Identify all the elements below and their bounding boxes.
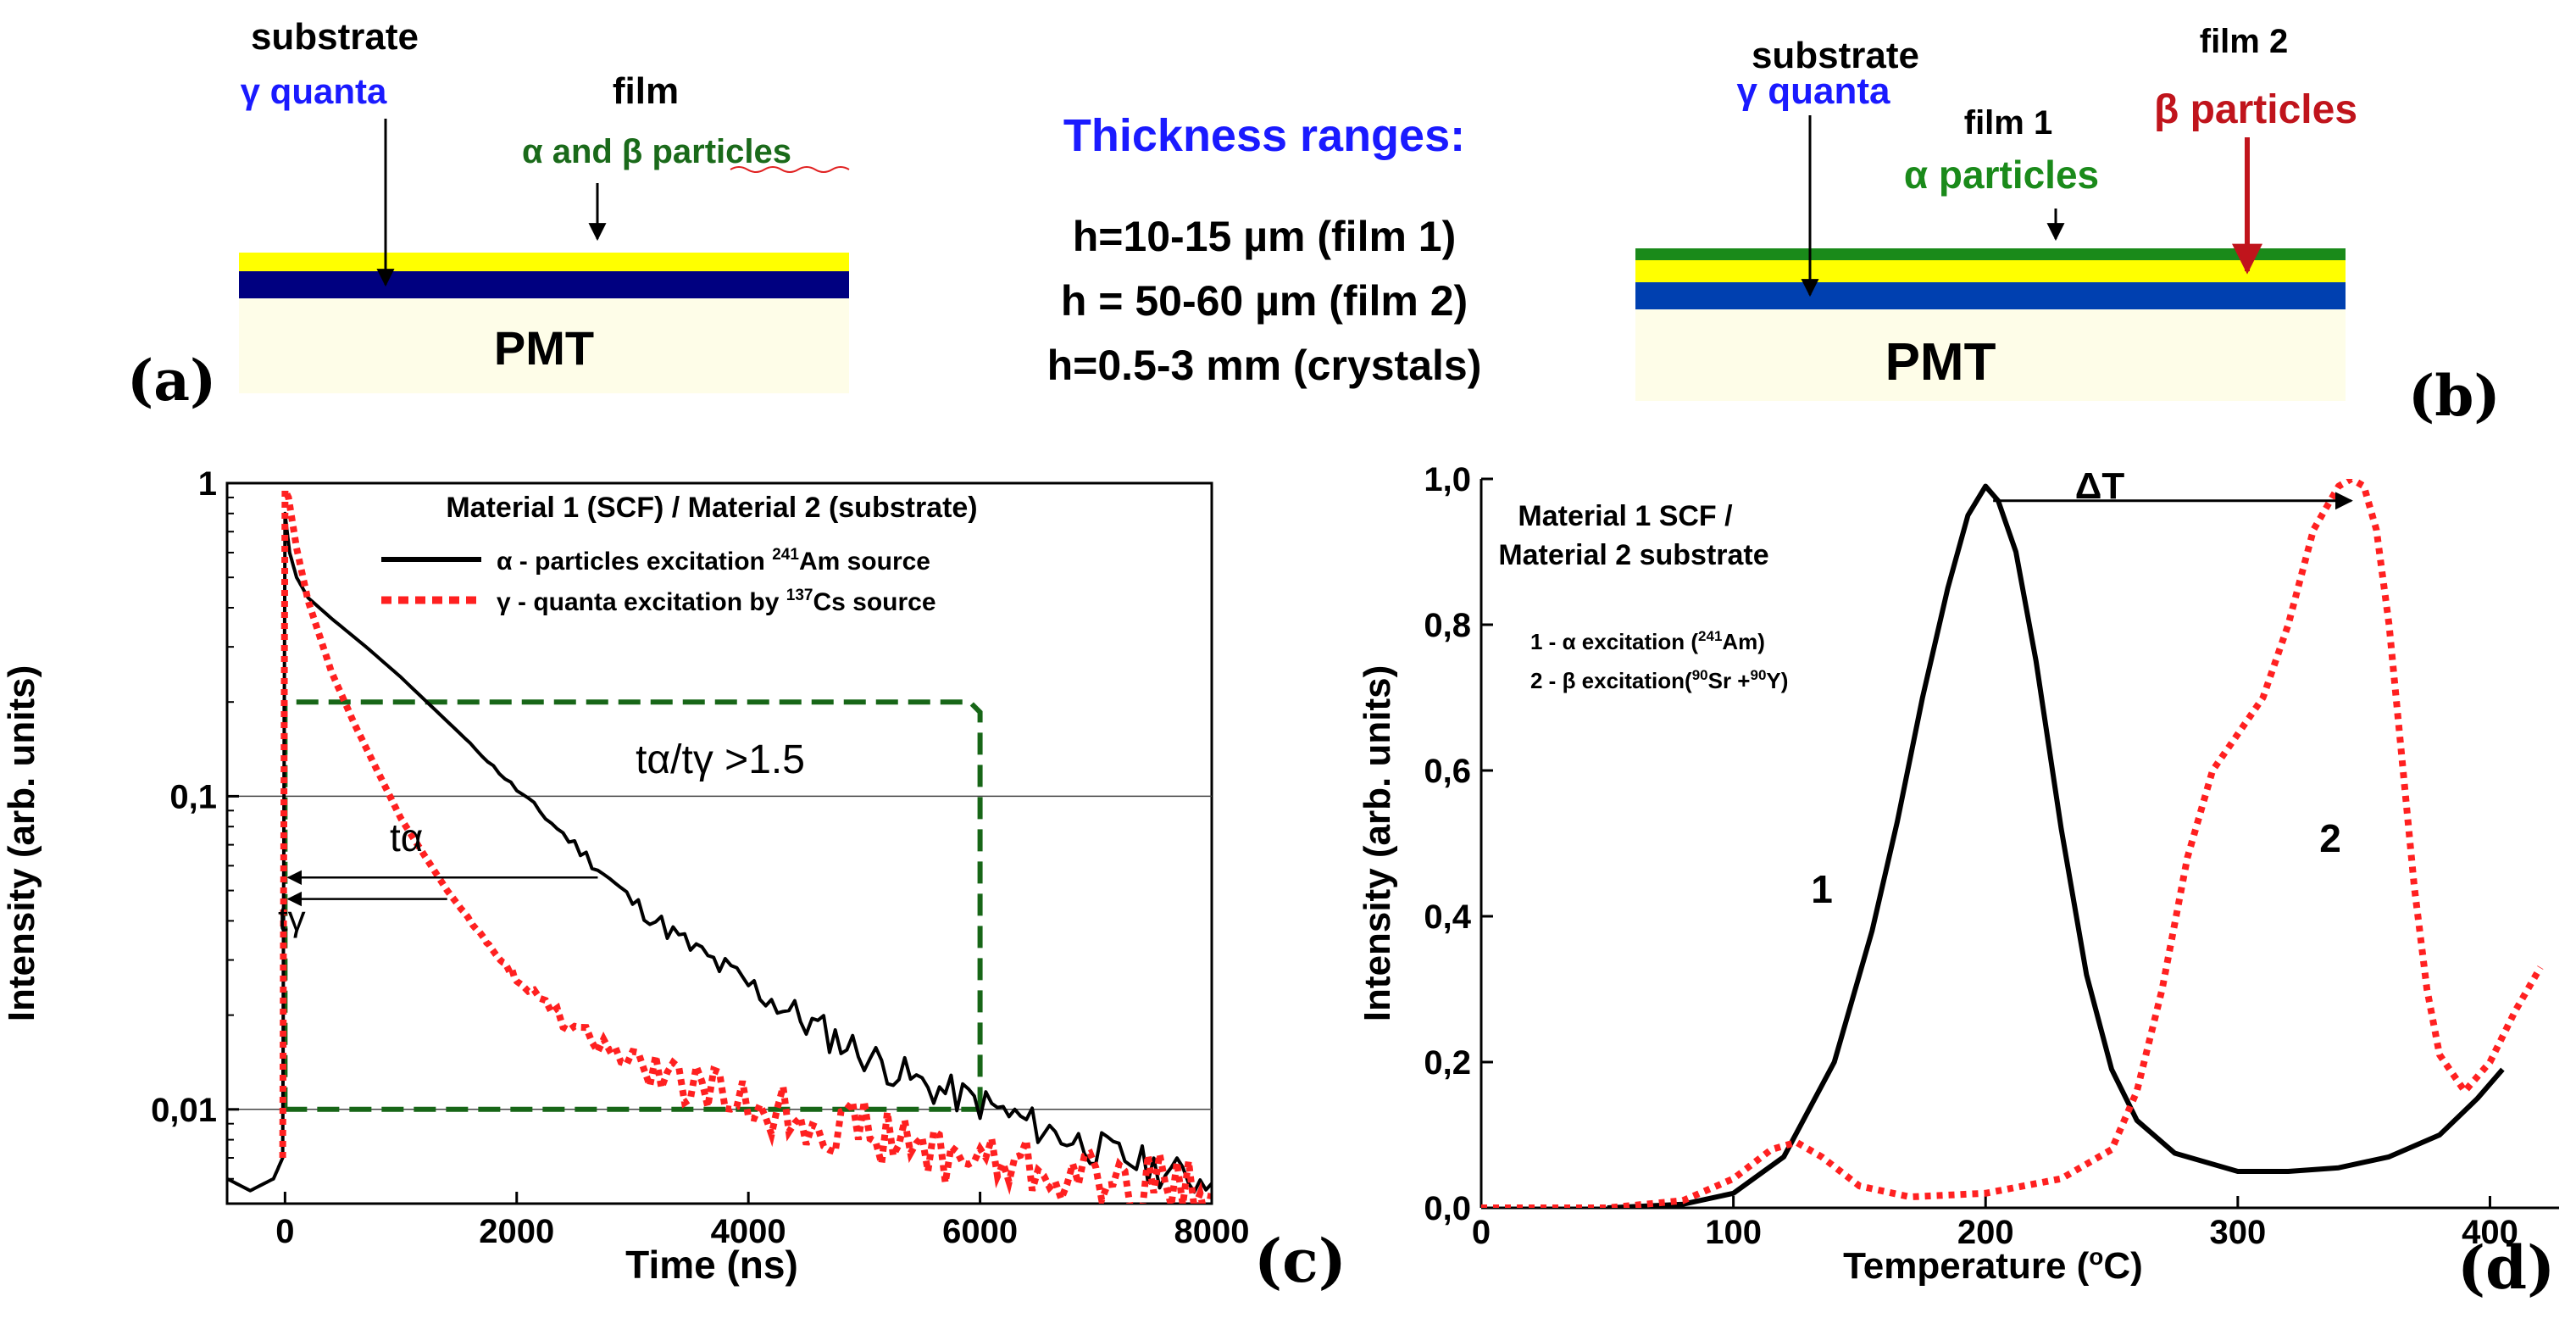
- y-tick-label-d-1: 0,2: [1424, 1044, 1471, 1082]
- x-tick-label-c-4: 8000: [1174, 1213, 1250, 1250]
- legend-c: α - particles excitation 241Am source γ …: [381, 546, 936, 616]
- thickness-info: Thickness ranges: h=10-15 µm (film 1) h …: [1047, 110, 1482, 389]
- chart-title-d-line2: Material 2 substrate: [1498, 539, 1768, 571]
- x-axis-label-d-sup: o: [2089, 1243, 2103, 1270]
- x-tick-label-d-4: 400: [2462, 1214, 2518, 1251]
- y-tick-label-c-1: 0,1: [169, 778, 217, 815]
- x-axis-label-d-post: C): [2103, 1245, 2142, 1287]
- chart-d: 0 100 200 300 400 0,0 0,2 0,4 0,6 0,8 1,0 Material…: [1357, 461, 2559, 1303]
- alpha-label-b: α particles: [1904, 153, 2099, 197]
- beta-label-b: β particles: [2154, 87, 2357, 132]
- legend-d-1: 1 - α excitation (241Am): [1530, 628, 1765, 654]
- substrate-layer-b: [1635, 282, 2346, 309]
- film1-label-b: film 1: [1964, 104, 2052, 142]
- legend-d-1-pre: 1 - α excitation (: [1530, 629, 1698, 654]
- x-tick-label-d-2: 200: [1957, 1214, 2014, 1251]
- legend-alpha-sym: α: [497, 548, 513, 576]
- panel-label-c: (c): [1254, 1226, 1346, 1296]
- y-tick-label-d-4: 0,8: [1424, 607, 1471, 644]
- y-axis-label-c: Intensity (arb. units): [1, 665, 42, 1021]
- film2-label-b: film 2: [2200, 23, 2288, 60]
- legend-entry-gamma: γ - quanta excitation by 137Cs source: [497, 587, 936, 616]
- delta-t-label: ΔT: [2075, 465, 2125, 507]
- substrate-label-b: substrate: [1752, 35, 1919, 76]
- panel-a: PMT substrate γ quanta film α and β part…: [127, 16, 850, 414]
- plot-frame-c: [225, 481, 1213, 1205]
- chart-c: 0 2000 4000 6000 8000 0,01 0,1 1 Material 1 (SC…: [1, 465, 1346, 1296]
- chart-title-d-line1: Material 1 SCF /: [1518, 500, 1733, 532]
- x-tick-label-c-2: 4000: [711, 1213, 786, 1250]
- gamma-label-b: γ quanta: [1737, 70, 1890, 112]
- thickness-line-3: h=0.5-3 mm (crystals): [1047, 342, 1482, 389]
- y-tick-label-d-2: 0,4: [1424, 898, 1471, 936]
- x-tick-label-d-3: 300: [2209, 1214, 2266, 1251]
- legend-entry-alpha: α - particles excitation 241Am source: [497, 546, 930, 576]
- pmt-label-a: PMT: [494, 321, 594, 375]
- legend-d-2-pre: 2 - β excitation(: [1530, 668, 1692, 693]
- legend-d-2-sup: 90: [1692, 667, 1708, 683]
- curve-2-label: 2: [2319, 816, 2341, 860]
- legend-d-2-sup2: 90: [1750, 667, 1766, 683]
- substrate-label-a: substrate: [251, 16, 419, 58]
- series-gamma-line: [279, 488, 1212, 1204]
- legend-gamma-sup: 137: [786, 587, 813, 604]
- y-tick-label-d-0: 0,0: [1424, 1190, 1471, 1227]
- alpha-beta-label-a: α and β particles: [522, 133, 791, 170]
- legend-d-2-mid: Sr +: [1708, 668, 1751, 693]
- legend-alpha-sup: 241: [772, 546, 799, 564]
- series-1-alpha-line: [1607, 483, 2505, 1208]
- pmt-block-b: [1635, 309, 2346, 401]
- panel-label-a: (a): [127, 348, 216, 414]
- y-tick-label-c-2: 1: [198, 465, 217, 503]
- panel-label-b: (b): [2408, 363, 2501, 429]
- x-axis-label-d: Temperature (oC): [1843, 1243, 2143, 1287]
- spellcheck-underline: [730, 166, 850, 173]
- legend-alpha-post: Am source: [799, 548, 930, 576]
- x-axis-label-d-pre: Temperature (: [1843, 1245, 2089, 1287]
- substrate-layer-a: [239, 271, 849, 298]
- pmt-block-a: [239, 298, 849, 393]
- gamma-label-a: γ quanta: [241, 71, 387, 111]
- chart-title-c: Material 1 (SCF) / Material 2 (substrate…: [446, 492, 977, 524]
- series-2-beta-line: [1481, 479, 2544, 1208]
- y-axis-label-d: Intensity (arb. units): [1357, 665, 1398, 1021]
- legend-gamma-pre: - quanta excitation by: [511, 588, 786, 616]
- legend-d-2: 2 - β excitation(90Sr +90Y): [1530, 667, 1788, 693]
- y-tick-label-d-5: 1,0: [1424, 461, 1471, 498]
- thickness-line-2: h = 50-60 µm (film 2): [1061, 277, 1468, 325]
- thickness-line-1: h=10-15 µm (film 1): [1073, 213, 1457, 260]
- legend-d-1-sup: 241: [1698, 628, 1722, 644]
- pmt-label-b: PMT: [1885, 333, 1996, 392]
- thickness-title: Thickness ranges:: [1063, 110, 1465, 161]
- legend-alpha-pre: - particles excitation: [512, 548, 772, 576]
- x-tick-label-c-1: 2000: [479, 1213, 554, 1250]
- t-gamma-label: tγ: [278, 898, 306, 938]
- legend-d-2-post: Y): [1766, 668, 1788, 693]
- curve-1-label: 1: [1811, 867, 1833, 911]
- x-axis-label-c: Time (ns): [625, 1243, 798, 1287]
- legend-d-1-post: Am): [1722, 629, 1765, 654]
- panel-label-d: (d): [2457, 1232, 2555, 1303]
- film2-layer-b: [1635, 248, 2346, 260]
- x-tick-label-c-0: 0: [275, 1213, 294, 1250]
- y-tick-label-c-0: 0,01: [151, 1092, 217, 1129]
- legend-gamma-sym: γ: [497, 588, 511, 616]
- y-tick-label-d-3: 0,6: [1424, 753, 1471, 790]
- t-alpha-label: tα: [390, 815, 423, 859]
- film1-layer-b: [1635, 260, 2346, 282]
- ratio-annotation: tα/tγ >1.5: [636, 737, 805, 782]
- x-tick-label-d-0: 0: [1472, 1214, 1491, 1251]
- film-label-a: film: [613, 70, 679, 112]
- panel-b: PMT substrate γ quanta film 2 β particle…: [1635, 23, 2501, 429]
- film-layer-a: [239, 253, 849, 271]
- legend-gamma-post: Cs source: [813, 588, 935, 616]
- x-tick-label-c-3: 6000: [942, 1213, 1018, 1250]
- x-tick-label-d-1: 100: [1705, 1214, 1762, 1251]
